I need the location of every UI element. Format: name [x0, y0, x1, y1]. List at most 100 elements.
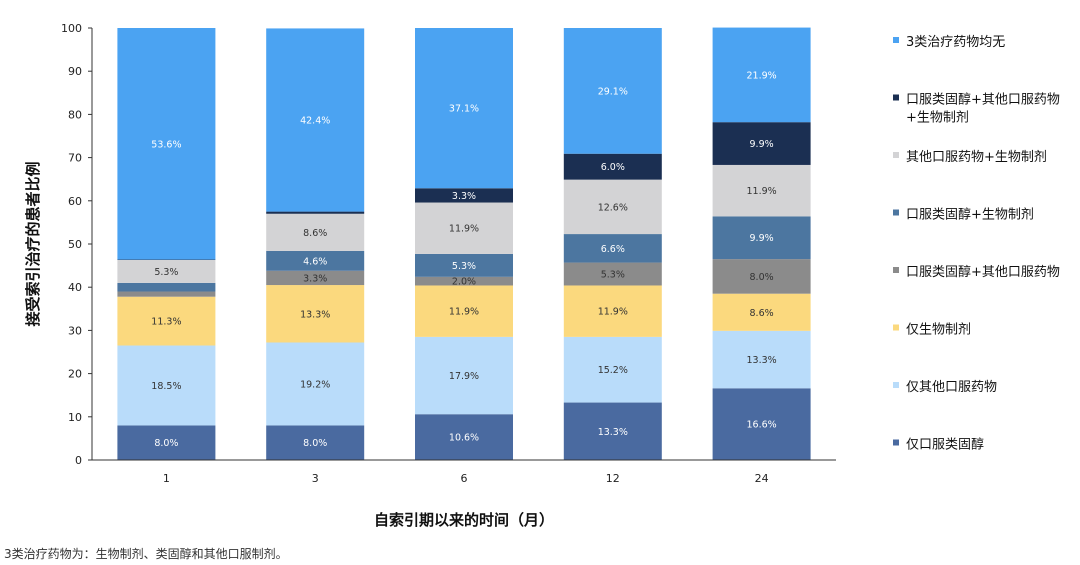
legend-label: 口服类固醇+其他口服药物: [906, 92, 1060, 108]
legend-swatch: [893, 439, 899, 446]
bar-segment: [563, 402, 662, 460]
bar-segment: [266, 250, 365, 271]
data-label: 11.3%: [151, 317, 181, 328]
bar-segment: [266, 425, 365, 460]
y-tick-label: 50: [68, 238, 82, 251]
bar-segment: [712, 216, 811, 260]
data-label: 5.3%: [452, 261, 476, 272]
legend-swatch: [893, 152, 899, 158]
bar-segment: [117, 28, 216, 260]
bar-segment: [266, 342, 365, 426]
y-tick-label: 0: [75, 454, 82, 467]
data-label: 13.3%: [747, 355, 777, 366]
axes-layer: 1 3 6 12 24 0 10 20 30 40 50 60 70 80 90 100 接受索引治疗的患者比例…: [24, 22, 836, 529]
data-label: 17.9%: [449, 371, 479, 382]
bar-segment: [563, 28, 662, 154]
legend-label: 3类治疗药物均无: [906, 35, 1005, 50]
data-label: 19.2%: [300, 379, 330, 390]
legend-swatch: [893, 94, 899, 101]
x-tick-label: 12: [606, 472, 620, 485]
legend-label: 口服类固醇+其他口服药物: [906, 264, 1060, 280]
bar-segment: [117, 291, 216, 297]
data-label: 6.0%: [601, 162, 625, 173]
data-label: 12.6%: [598, 202, 628, 213]
data-label: 15.2%: [598, 365, 628, 376]
x-tick-label: 3: [312, 472, 319, 485]
bar-segment: [117, 282, 216, 292]
bar-segment: [266, 213, 365, 251]
bar-segment: [712, 330, 811, 389]
data-label: 16.6%: [747, 420, 777, 431]
data-label: 8.0%: [154, 438, 178, 449]
bar-segment: [563, 285, 662, 337]
bar-segment: [712, 259, 811, 294]
y-axis-title: 接受索引治疗的患者比例: [24, 161, 42, 326]
data-label: 8.0%: [750, 272, 774, 283]
bar-segment: [117, 345, 216, 426]
y-tick-label: 70: [68, 152, 82, 165]
bar-segment: [415, 336, 513, 415]
footnote: 3类治疗药物为：生物制剂、类固醇和其他口服制剂。: [4, 547, 288, 561]
y-tick-label: 60: [68, 195, 82, 208]
y-tick-label: 40: [68, 281, 82, 294]
bar-segment: [415, 188, 513, 203]
y-tick-label: 20: [68, 368, 82, 381]
legend-label: 其他口服药物+生物制剂: [906, 150, 1047, 165]
bar-segment: [117, 296, 216, 346]
bar-segment: [117, 259, 216, 283]
data-label: 11.9%: [449, 307, 479, 318]
bar-segment: [415, 253, 513, 277]
bars-layer: 8.0% 18.5% 11.3% 5.3% 53.6% 8.0% 19.2% 13.3% 3.3…: [117, 27, 811, 460]
legend-label: +生物制剂: [906, 111, 969, 126]
data-label: 5.3%: [601, 270, 625, 281]
bar-segment: [712, 293, 811, 331]
legend-label: 仅生物制剂: [906, 323, 971, 338]
bar-segment: [415, 276, 513, 286]
data-label: 3.3%: [303, 273, 327, 284]
legend-swatch: [893, 267, 899, 273]
data-label: 11.9%: [747, 186, 777, 197]
data-label: 42.4%: [300, 116, 330, 127]
data-label: 13.3%: [598, 427, 628, 438]
bar-segment: [266, 270, 365, 286]
bar-segment: [117, 425, 216, 460]
legend-swatch: [893, 209, 899, 216]
x-axis-title: 自索引期以来的时间（月）: [374, 511, 554, 529]
legend-swatch: [893, 37, 899, 43]
bar-segment: [563, 234, 662, 263]
data-label: 37.1%: [449, 104, 479, 115]
bar-segment: [266, 28, 365, 212]
data-label: 9.9%: [750, 233, 774, 244]
bar-segment: [563, 262, 662, 286]
data-label: 10.6%: [449, 433, 479, 444]
y-tick-label: 10: [68, 411, 82, 424]
bar-segment: [563, 336, 662, 403]
bar-segment: [266, 285, 365, 343]
data-label: 18.5%: [151, 381, 181, 392]
data-label: 13.3%: [300, 309, 330, 320]
y-tick-label: 90: [68, 65, 82, 78]
data-label: 3.3%: [452, 191, 476, 202]
bar-segment: [415, 28, 513, 189]
bar-segment: [712, 164, 811, 217]
bar-segment: [415, 414, 513, 460]
x-tick-label: 6: [461, 472, 468, 485]
data-label: 11.9%: [449, 224, 479, 235]
bar-segment: [266, 211, 365, 214]
stacked-bar-chart: 8.0% 18.5% 11.3% 5.3% 53.6% 8.0% 19.2% 13.3% 3.3…: [24, 22, 1060, 529]
y-tick-label: 80: [68, 108, 82, 121]
legend-swatch: [893, 324, 899, 331]
legend-label: 仅其他口服药物: [906, 380, 997, 395]
y-tick-label: 100: [61, 22, 82, 35]
legend-label: 口服类固醇+生物制剂: [906, 207, 1034, 223]
data-label: 29.1%: [598, 86, 628, 97]
bar-segment: [563, 153, 662, 180]
data-label: 9.9%: [750, 139, 774, 150]
bar-segment: [712, 27, 811, 123]
data-label: 4.6%: [303, 256, 327, 267]
legend-swatch: [893, 382, 899, 388]
bar-segment: [712, 122, 811, 165]
data-label: 21.9%: [747, 70, 777, 81]
data-label: 53.6%: [151, 139, 181, 150]
